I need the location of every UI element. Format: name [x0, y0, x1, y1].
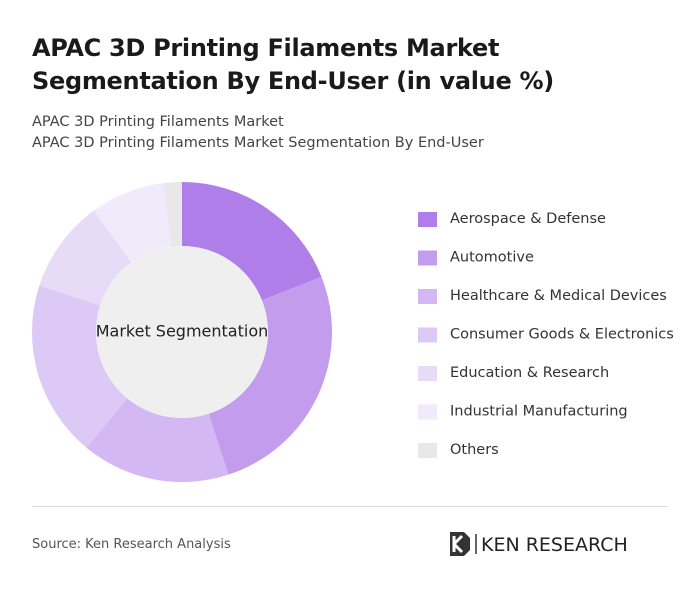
center-label: Market Segmentation: [96, 322, 269, 341]
donut-slice: [182, 182, 322, 301]
legend-swatch: [418, 212, 437, 227]
legend-swatch: [418, 366, 437, 381]
donut-slice: [86, 398, 229, 482]
legend-label: Automotive: [450, 250, 534, 266]
legend-swatch: [418, 404, 437, 420]
logo-text: KEN RESEARCH: [481, 534, 628, 556]
legend-label: Healthcare & Medical Devices: [450, 288, 667, 304]
legend-label: Industrial Manufacturing: [450, 404, 628, 420]
chart: Market Segmentation Aerospace & Defense Au…: [32, 182, 674, 482]
subtitle: APAC 3D Printing Filaments Market: [32, 114, 284, 130]
legend-swatch: [418, 327, 437, 343]
subtitle: APAC 3D Printing Filaments Market Segmen…: [32, 135, 484, 151]
donut-slice: [208, 276, 332, 475]
legend-swatch: [418, 250, 437, 266]
donut-slice: [163, 182, 182, 247]
donut-slice: [39, 210, 132, 306]
legend-label: Others: [450, 442, 499, 458]
chart-title: APAC 3D Printing Filaments Market Segmen…: [32, 34, 554, 95]
donut-hole: [96, 246, 268, 418]
logo: KEN RESEARCH: [450, 532, 628, 556]
legend-label: Aerospace & Defense: [450, 211, 606, 227]
donut-slice: [93, 183, 172, 263]
donut-slice: [32, 285, 128, 448]
logo-icon: [452, 534, 464, 554]
legend-label: Consumer Goods & Electronics: [450, 327, 674, 343]
divider: [32, 506, 668, 507]
source: Source: Ken Research Analysis: [32, 537, 231, 552]
legend-label: Education & Research: [450, 365, 609, 381]
legend-swatch: [418, 289, 437, 304]
legend-swatch: [418, 443, 437, 458]
